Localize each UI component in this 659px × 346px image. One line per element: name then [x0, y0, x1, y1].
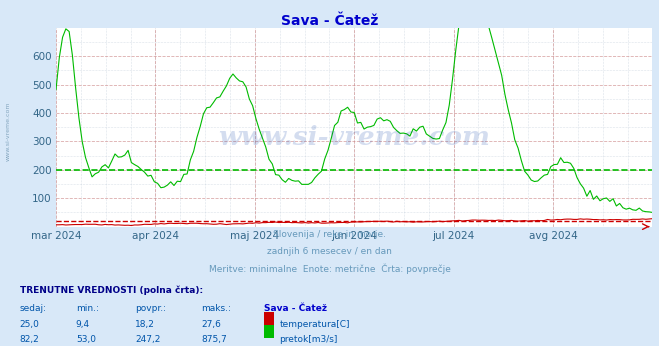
Text: 875,7: 875,7	[201, 335, 227, 344]
Text: maks.:: maks.:	[201, 304, 231, 313]
Text: Sava - Čatež: Sava - Čatež	[281, 14, 378, 28]
Text: zadnjih 6 mesecev / en dan: zadnjih 6 mesecev / en dan	[267, 247, 392, 256]
Text: 27,6: 27,6	[201, 320, 221, 329]
Text: 9,4: 9,4	[76, 320, 90, 329]
Text: 82,2: 82,2	[20, 335, 40, 344]
Text: temperatura[C]: temperatura[C]	[279, 320, 350, 329]
Text: sedaj:: sedaj:	[20, 304, 47, 313]
Text: 247,2: 247,2	[135, 335, 161, 344]
Text: 25,0: 25,0	[20, 320, 40, 329]
Text: min.:: min.:	[76, 304, 99, 313]
Text: Meritve: minimalne  Enote: metrične  Črta: povprečje: Meritve: minimalne Enote: metrične Črta:…	[208, 263, 451, 274]
Text: 18,2: 18,2	[135, 320, 155, 329]
Text: pretok[m3/s]: pretok[m3/s]	[279, 335, 338, 344]
Text: 53,0: 53,0	[76, 335, 96, 344]
Text: Slovenija / reke in morje.: Slovenija / reke in morje.	[273, 230, 386, 239]
Text: www.si-vreme.com: www.si-vreme.com	[5, 102, 11, 161]
Text: TRENUTNE VREDNOSTI (polna črta):: TRENUTNE VREDNOSTI (polna črta):	[20, 285, 203, 295]
Text: www.si-vreme.com: www.si-vreme.com	[218, 125, 490, 149]
Text: Sava - Čatež: Sava - Čatež	[264, 304, 327, 313]
Text: povpr.:: povpr.:	[135, 304, 166, 313]
